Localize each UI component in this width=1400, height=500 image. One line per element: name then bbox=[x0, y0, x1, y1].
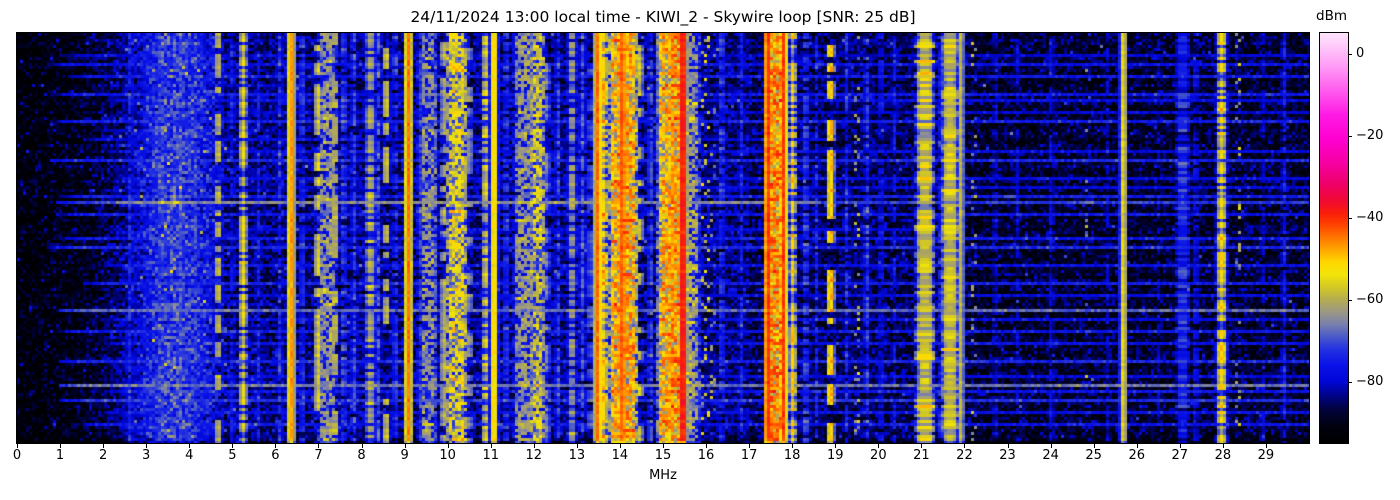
colorbar-tick bbox=[1348, 381, 1352, 383]
spectrogram-canvas bbox=[17, 33, 1309, 443]
x-tick bbox=[663, 444, 664, 448]
x-tick bbox=[533, 444, 535, 448]
x-tick-label: 0 bbox=[12, 448, 22, 463]
x-tick bbox=[490, 444, 492, 448]
plot-area bbox=[16, 32, 1310, 444]
x-tick-label: 2 bbox=[98, 448, 108, 463]
x-tick bbox=[275, 444, 277, 448]
x-tick bbox=[146, 444, 148, 448]
x-tick-label: 24 bbox=[1042, 448, 1059, 463]
x-tick bbox=[189, 444, 191, 448]
colorbar-tick-label: 0 bbox=[1356, 45, 1365, 61]
x-tick-label: 29 bbox=[1257, 448, 1275, 463]
colorbar-gradient bbox=[1320, 33, 1348, 443]
x-tick bbox=[921, 444, 923, 448]
x-tick-label: 22 bbox=[956, 448, 973, 463]
x-tick bbox=[1179, 444, 1181, 448]
colorbar-tick bbox=[1348, 53, 1352, 55]
x-tick bbox=[964, 444, 966, 448]
x-tick bbox=[318, 444, 320, 448]
x-tick-label: 4 bbox=[185, 448, 194, 463]
x-tick-label: 16 bbox=[697, 448, 715, 463]
x-tick-label: 23 bbox=[999, 448, 1016, 463]
x-tick-label: 9 bbox=[400, 448, 409, 463]
colorbar-title: dBm bbox=[1316, 8, 1347, 24]
x-axis-title: MHz bbox=[649, 468, 677, 483]
x-tick bbox=[1136, 444, 1138, 448]
x-tick bbox=[103, 444, 105, 448]
x-tick-label: 27 bbox=[1171, 448, 1189, 463]
colorbar-tick-label: −40 bbox=[1356, 209, 1384, 225]
x-tick-label: 10 bbox=[439, 448, 456, 463]
x-tick bbox=[878, 444, 880, 448]
x-tick-label: 5 bbox=[228, 448, 237, 463]
x-tick bbox=[835, 444, 837, 448]
x-tick-label: 26 bbox=[1128, 448, 1145, 463]
x-tick-label: 3 bbox=[142, 448, 151, 463]
x-tick-label: 18 bbox=[783, 448, 801, 463]
x-tick bbox=[619, 444, 621, 448]
x-tick-label: 11 bbox=[482, 448, 499, 463]
colorbar bbox=[1319, 32, 1349, 444]
chart-title: 24/11/2024 13:00 local time - KIWI_2 - S… bbox=[410, 8, 916, 26]
x-tick-label: 12 bbox=[525, 448, 543, 463]
x-tick-label: 8 bbox=[357, 448, 366, 463]
x-tick bbox=[60, 444, 62, 448]
colorbar-tick-label: −80 bbox=[1356, 373, 1384, 389]
x-tick-label: 14 bbox=[611, 448, 629, 463]
x-tick bbox=[447, 444, 449, 448]
x-tick-label: 13 bbox=[568, 448, 586, 463]
x-tick-label: 1 bbox=[55, 448, 65, 463]
x-tick-label: 19 bbox=[826, 448, 844, 463]
colorbar-tick bbox=[1348, 135, 1352, 137]
colorbar-tick-label: −20 bbox=[1356, 127, 1384, 143]
colorbar-tick bbox=[1348, 299, 1352, 301]
x-tick bbox=[361, 444, 363, 448]
x-tick bbox=[1222, 444, 1224, 448]
x-tick bbox=[1265, 444, 1267, 448]
x-tick bbox=[576, 444, 578, 448]
x-tick-label: 7 bbox=[314, 448, 323, 463]
x-tick bbox=[792, 444, 794, 448]
x-tick bbox=[1050, 444, 1052, 448]
x-tick bbox=[17, 444, 18, 448]
colorbar-tick-label: −60 bbox=[1356, 291, 1384, 307]
x-tick-label: 28 bbox=[1214, 448, 1232, 463]
x-tick bbox=[706, 444, 708, 448]
x-tick-label: 25 bbox=[1085, 448, 1102, 463]
x-tick-label: 21 bbox=[913, 448, 930, 463]
x-tick-label: 15 bbox=[654, 448, 672, 463]
x-tick-label: 17 bbox=[740, 448, 758, 463]
x-tick bbox=[749, 444, 751, 448]
colorbar-tick bbox=[1348, 217, 1352, 219]
x-tick-label: 20 bbox=[870, 448, 887, 463]
x-tick bbox=[1007, 444, 1009, 448]
x-tick bbox=[404, 444, 406, 448]
x-tick-label: 6 bbox=[271, 448, 280, 463]
x-tick bbox=[1093, 444, 1095, 448]
x-tick bbox=[232, 444, 234, 448]
